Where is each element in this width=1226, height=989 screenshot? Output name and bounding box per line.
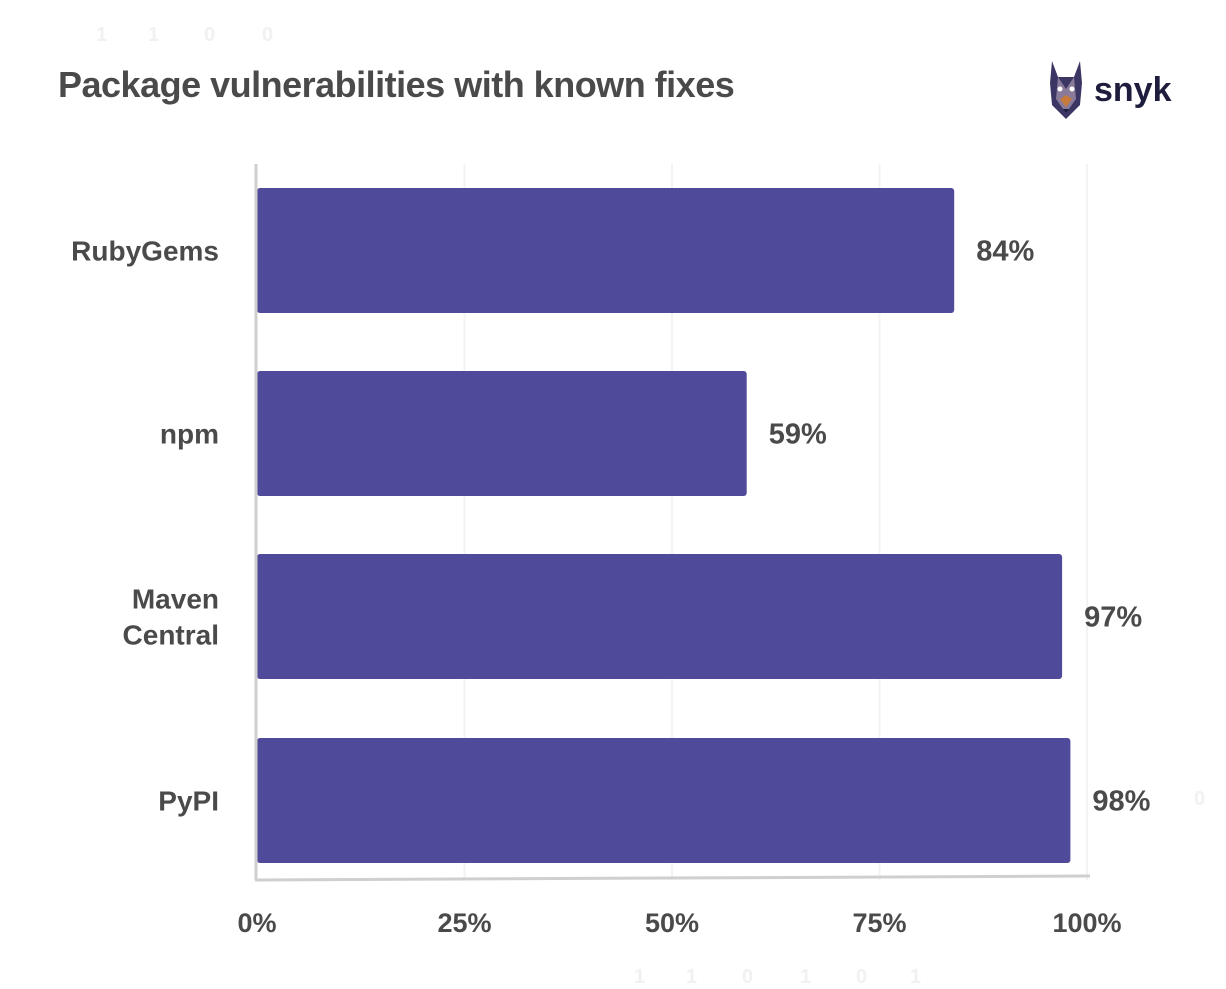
x-tick-label: 75% [852, 908, 906, 938]
bar [257, 188, 955, 313]
bar-value-label: 98% [1092, 786, 1150, 818]
x-tick-label: 0% [237, 908, 276, 938]
category-label: npm [160, 419, 219, 450]
x-tick-label: 100% [1052, 908, 1121, 938]
chart-title: Package vulnerabilities with known fixes [58, 64, 735, 105]
doberman-dog-icon [1050, 61, 1082, 119]
category-label: PyPI [158, 786, 219, 817]
bar-value-label: 59% [769, 419, 827, 451]
x-tick-label: 50% [645, 908, 699, 938]
bar [257, 554, 1063, 679]
x-tick-label: 25% [437, 908, 491, 938]
bars-layer [257, 188, 1071, 863]
x-axis-line [254, 874, 1091, 882]
axis-layer [254, 164, 1091, 882]
labels-layer: 84% 59% 97% 98% RubyGems npm Maven Central PyPI 0… [71, 236, 1150, 939]
bar [257, 371, 747, 496]
category-label: RubyGems [71, 236, 219, 267]
snyk-logo: snyk [1046, 58, 1172, 122]
category-label: Maven Central [123, 584, 219, 651]
bar-value-label: 97% [1084, 602, 1142, 634]
bar-value-label: 84% [976, 236, 1034, 268]
bar [257, 738, 1071, 863]
logo-text: snyk [1094, 70, 1172, 109]
